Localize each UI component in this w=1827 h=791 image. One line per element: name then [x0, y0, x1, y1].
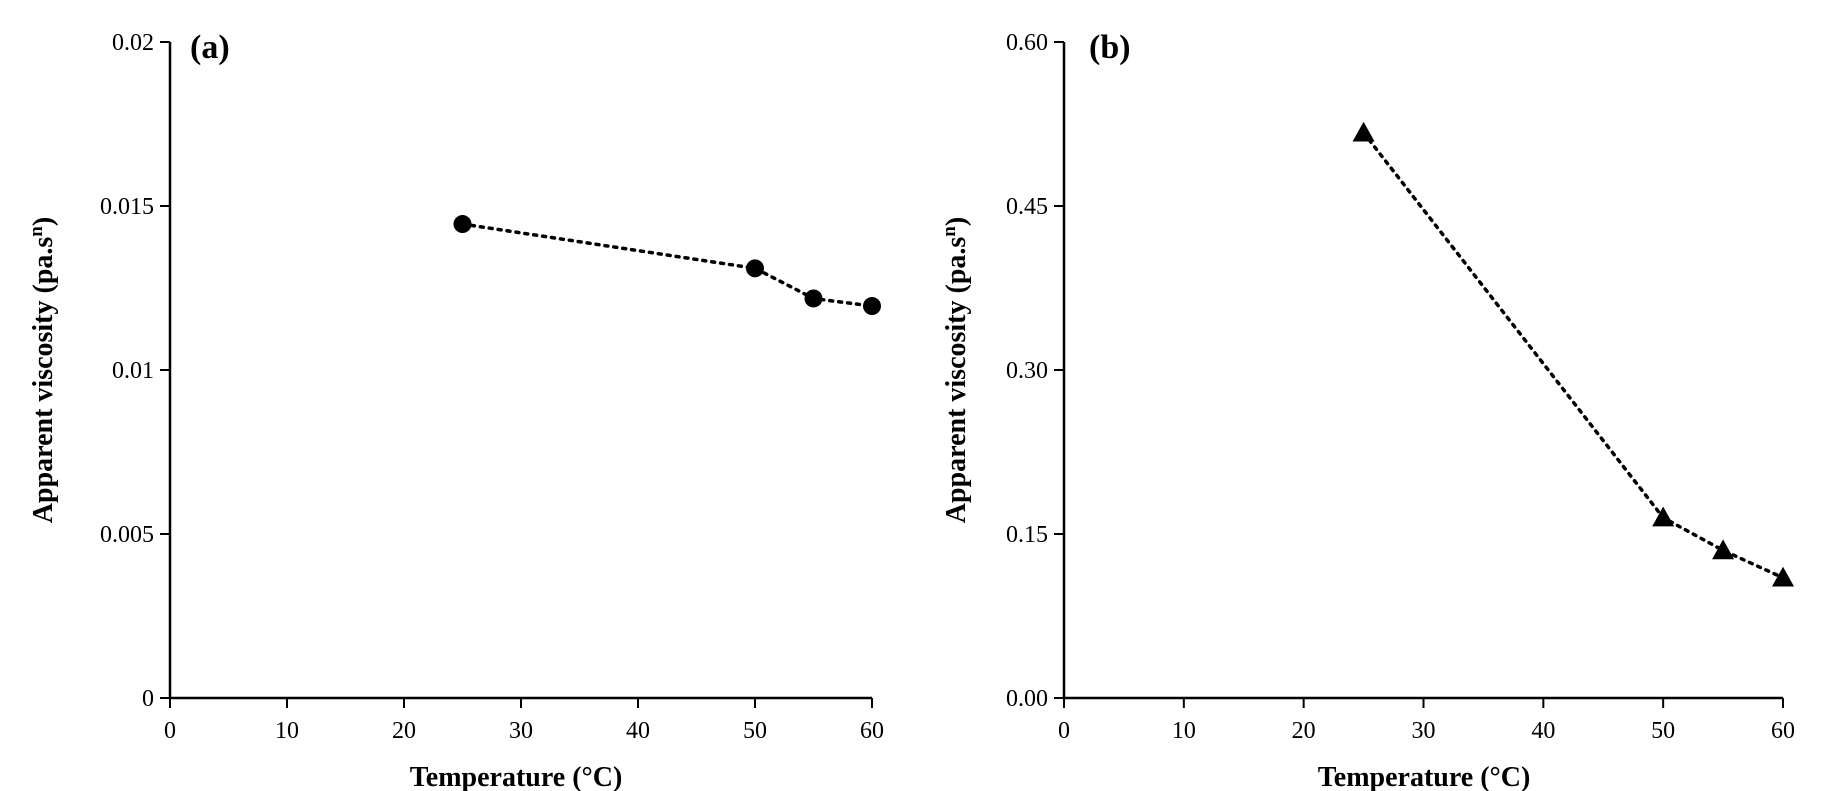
panel-a-y-axis-label-main: Apparent viscosity (pa.s	[28, 237, 59, 524]
panel-b-x-tick-label: 0	[1058, 718, 1070, 744]
panel-a-y-tick-label: 0.01	[112, 358, 154, 384]
panel-a-series	[453, 215, 881, 316]
panel-b-y-axis-label-close: )	[941, 217, 972, 226]
panel-a: (a) Temperature (°C) Apparent viscosity …	[26, 29, 884, 791]
panel-a-y-axis-label-sup: n	[26, 226, 47, 237]
panel-a-x-tick-label: 10	[275, 718, 299, 744]
panel-b-x-axis-label: Temperature (°C)	[1318, 762, 1531, 791]
panel-b-y-tick-label: 0.60	[1006, 30, 1048, 56]
panel-b-x-tick-label: 40	[1531, 718, 1555, 744]
panel-b-series-line	[1361, 130, 1785, 580]
panel-b: (b) Temperature (°C) Apparent viscosity …	[939, 29, 1795, 791]
panel-a-x-tick-label: 30	[509, 718, 533, 744]
panel-b-y-axis-label-sup: n	[939, 226, 960, 237]
panel-a-x-tick-label: 50	[743, 718, 767, 744]
panel-b-label: (b)	[1089, 29, 1131, 66]
panel-a-x-ticks: 0 10 20 30 40 50 60	[164, 698, 884, 744]
panel-b-x-tick-label: 20	[1292, 718, 1316, 744]
panel-b-y-axis-label: Apparent viscosity (pa.sn)	[939, 217, 972, 523]
panel-b-data-point	[1352, 121, 1375, 142]
panel-a-data-point	[863, 297, 881, 316]
panel-a-y-axis-label: Apparent viscosity (pa.sn)	[26, 217, 59, 523]
panel-a-series-line	[460, 222, 874, 308]
panel-a-x-tick-label: 20	[392, 718, 416, 744]
panel-b-x-ticks: 0 10 20 30 40 50 60	[1058, 698, 1795, 744]
panel-b-data-point	[1712, 539, 1735, 560]
panel-b-data-point	[1652, 506, 1675, 527]
panel-a-x-tick-label: 60	[860, 718, 884, 744]
panel-a-y-tick-label: 0.02	[112, 30, 154, 56]
panel-a-x-tick-label: 40	[626, 718, 650, 744]
panel-b-x-tick-label: 30	[1412, 718, 1436, 744]
panel-b-y-tick-label: 0.15	[1006, 522, 1048, 548]
panel-a-y-axis-label-close: )	[28, 217, 59, 226]
panel-b-y-tick-label: 0.30	[1006, 358, 1048, 384]
panel-b-y-axis-label-main: Apparent viscosity (pa.s	[941, 237, 972, 524]
panel-b-y-ticks: 0.00 0.15 0.30 0.45 0.60	[1006, 30, 1064, 712]
panel-b-series	[1352, 121, 1794, 587]
panel-a-data-point	[453, 215, 472, 234]
panel-b-x-tick-label: 10	[1172, 718, 1196, 744]
panel-b-x-tick-label: 50	[1651, 718, 1675, 744]
panel-a-data-point	[804, 289, 823, 308]
panel-a-y-tick-label: 0.015	[100, 194, 154, 220]
panel-a-x-axis-label: Temperature (°C)	[410, 762, 623, 791]
panel-a-y-tick-label: 0	[142, 686, 154, 712]
panel-a-x-tick-label: 0	[164, 718, 176, 744]
panel-b-y-tick-label: 0.45	[1006, 194, 1048, 220]
panel-a-y-ticks: 0 0.005 0.01 0.015 0.02	[100, 30, 170, 712]
panel-b-data-point	[1772, 566, 1794, 587]
panel-b-x-tick-label: 60	[1771, 718, 1795, 744]
panel-a-y-tick-label: 0.005	[100, 522, 154, 548]
panel-a-data-point	[746, 259, 764, 278]
panel-a-label: (a)	[190, 29, 230, 66]
panel-b-y-tick-label: 0.00	[1006, 686, 1048, 712]
